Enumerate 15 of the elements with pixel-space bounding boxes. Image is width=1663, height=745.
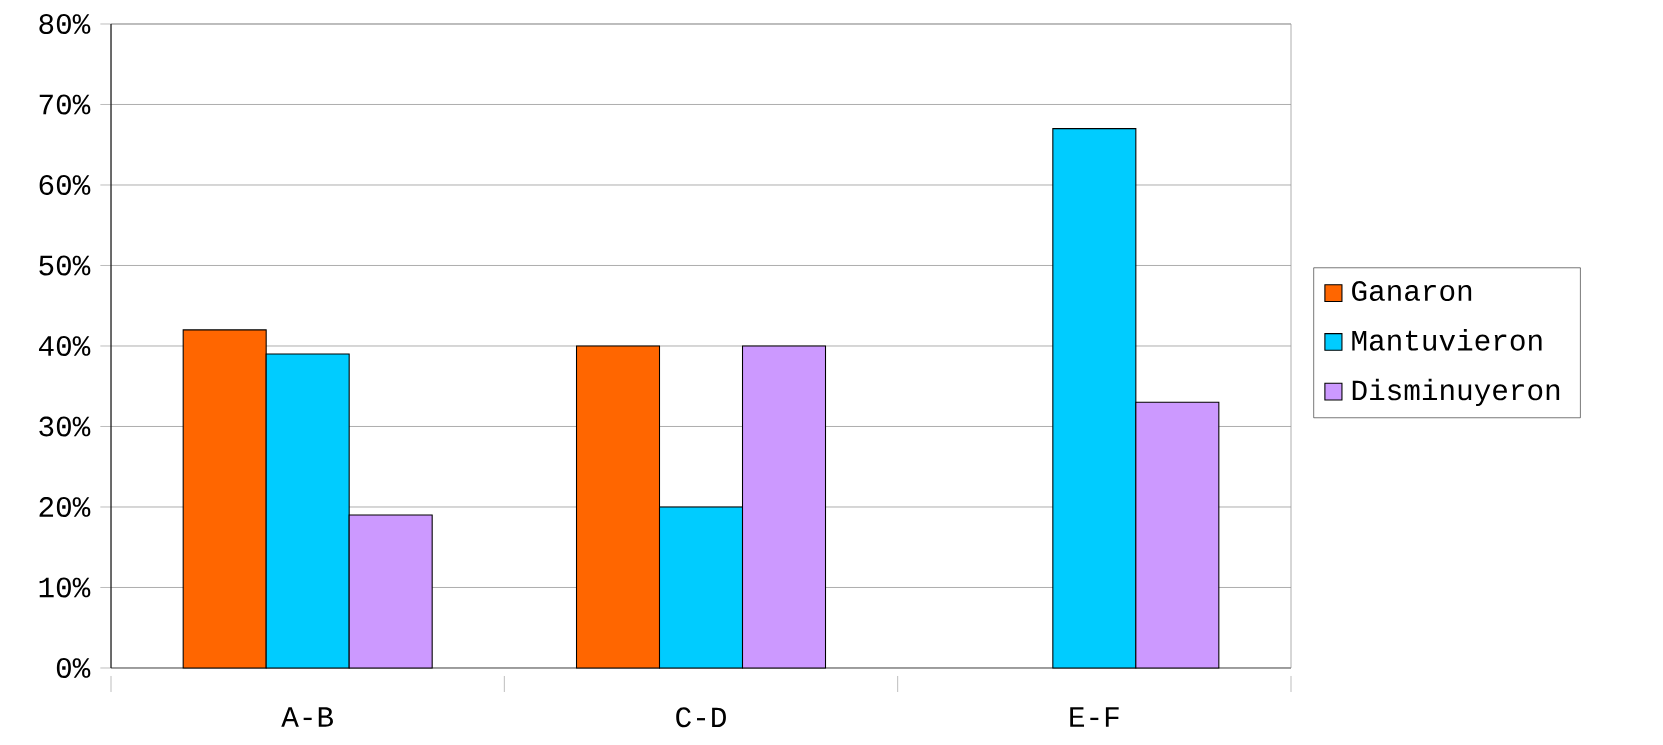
- y-tick-label: 50%: [39, 255, 91, 276]
- y-tick-label: 0%: [56, 658, 91, 678]
- y-tick-label: 60%: [39, 175, 91, 195]
- x-tick-label: A-B: [281, 707, 333, 727]
- y-tick-label: 40%: [38, 336, 91, 356]
- y-tick-label: 30%: [39, 416, 91, 437]
- x-tick-label: C-D: [676, 707, 726, 728]
- y-tick-label: 70%: [39, 94, 91, 115]
- y-tick-label: 10%: [39, 577, 91, 598]
- legend-label: Mantuvieron: [1352, 329, 1542, 351]
- y-tick-label: 80%: [39, 14, 91, 34]
- y-tick-label: 20%: [39, 497, 91, 517]
- x-tick-label: E-F: [1070, 707, 1119, 727]
- legend-label: Disminuyeron: [1352, 378, 1560, 407]
- legend-label: Ganaron: [1352, 281, 1472, 302]
